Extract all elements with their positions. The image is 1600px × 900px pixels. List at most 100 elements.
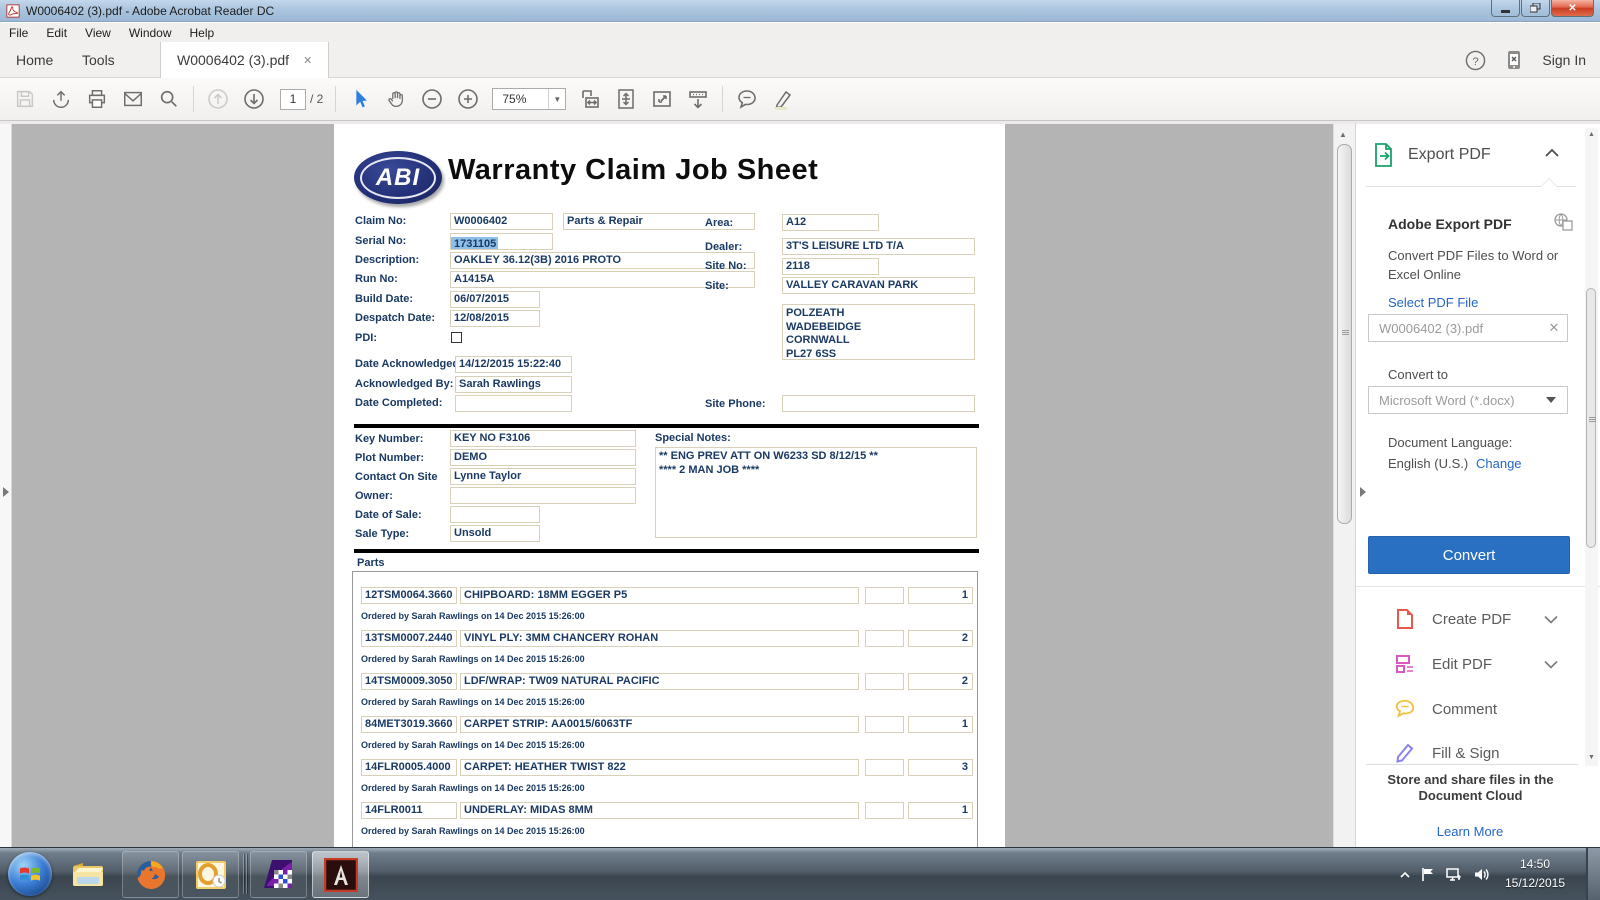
zoom-out-icon[interactable] xyxy=(417,85,447,113)
scrollbar-thumb[interactable] xyxy=(1337,144,1352,524)
save-icon[interactable] xyxy=(10,85,40,113)
reading-mode-icon[interactable] xyxy=(683,85,713,113)
restore-button[interactable] xyxy=(1521,0,1550,17)
taskbar-firefox-icon[interactable] xyxy=(122,851,179,898)
build-date-field[interactable]: 06/07/2015 xyxy=(450,291,540,308)
menu-file[interactable]: File xyxy=(9,25,29,40)
despatch-date-field[interactable]: 12/08/2015 xyxy=(450,310,540,327)
claim-no-field[interactable]: W0006402 xyxy=(450,213,553,230)
part-qty-field[interactable]: 1 xyxy=(908,587,973,604)
dealer-field[interactable]: 3T'S LEISURE LTD T/A xyxy=(782,238,975,255)
menu-edit[interactable]: Edit xyxy=(46,25,68,40)
run-no-field[interactable]: A1415A xyxy=(450,271,755,288)
panel-collapse-toggle[interactable] xyxy=(1360,487,1366,497)
part-extra-field[interactable] xyxy=(865,673,904,690)
edit-pdf-tool[interactable]: Edit PDF xyxy=(1356,647,1586,681)
site-phone-field[interactable] xyxy=(782,395,975,412)
next-page-icon[interactable] xyxy=(239,85,269,113)
scroll-down-icon[interactable]: ▼ xyxy=(1588,754,1595,761)
part-extra-field[interactable] xyxy=(865,759,904,776)
description-field[interactable]: OAKLEY 36.12(3B) 2016 PROTO xyxy=(450,252,755,269)
fill-sign-tool[interactable]: Fill & Sign xyxy=(1356,736,1586,770)
export-pdf-header[interactable]: Export PDF xyxy=(1356,142,1600,168)
part-desc-field[interactable]: CHIPBOARD: 18MM EGGER P5 xyxy=(460,587,859,604)
panel-scrollbar[interactable]: ▲ ▼ xyxy=(1585,128,1598,766)
document-scrollbar[interactable]: ▲ xyxy=(1333,124,1355,850)
part-code-field[interactable]: 14TSM0009.3050 xyxy=(361,673,457,690)
area-field[interactable]: A12 xyxy=(782,214,879,231)
tab-document[interactable]: W0006402 (3).pdf ✕ xyxy=(160,42,330,78)
fit-width-icon[interactable] xyxy=(575,85,605,113)
network-icon[interactable] xyxy=(1445,867,1463,882)
date-completed-field[interactable] xyxy=(455,395,572,412)
sign-in-button[interactable]: Sign In xyxy=(1542,52,1586,68)
key-number-field[interactable]: KEY NO F3106 xyxy=(450,430,636,447)
site-no-field[interactable]: 2118 xyxy=(782,258,879,275)
part-qty-field[interactable]: 2 xyxy=(908,630,973,647)
page-number-input[interactable]: 1 xyxy=(280,88,306,110)
help-icon[interactable]: ? xyxy=(1465,50,1486,71)
part-desc-field[interactable]: UNDERLAY: MIDAS 8MM xyxy=(460,802,859,819)
action-center-flag-icon[interactable] xyxy=(1421,867,1435,882)
site-field[interactable]: VALLEY CARAVAN PARK xyxy=(782,277,975,294)
comment-tool-icon[interactable] xyxy=(732,85,762,113)
sale-type-field[interactable]: Unsold xyxy=(450,525,540,542)
taskbar-app-icon[interactable] xyxy=(250,851,307,898)
fullscreen-icon[interactable] xyxy=(647,85,677,113)
part-extra-field[interactable] xyxy=(865,802,904,819)
comment-tool[interactable]: Comment xyxy=(1356,692,1586,726)
tab-close-icon[interactable]: ✕ xyxy=(303,54,313,67)
highlighter-tool-icon[interactable] xyxy=(768,85,798,113)
plot-number-field[interactable]: DEMO xyxy=(450,449,636,466)
change-language-link[interactable]: Change xyxy=(1476,456,1522,471)
scroll-up-icon[interactable]: ▲ xyxy=(1588,131,1595,138)
part-code-field[interactable]: 14FLR0005.4000 xyxy=(361,759,457,776)
minimize-button[interactable] xyxy=(1491,0,1520,17)
email-icon[interactable] xyxy=(118,85,148,113)
search-icon[interactable] xyxy=(154,85,184,113)
menu-window[interactable]: Window xyxy=(128,25,172,40)
part-qty-field[interactable]: 2 xyxy=(908,673,973,690)
part-extra-field[interactable] xyxy=(865,630,904,647)
claim-type-field[interactable]: Parts & Repair xyxy=(563,213,755,230)
acknowledged-by-field[interactable]: Sarah Rawlings xyxy=(455,376,572,393)
taskbar-outlook-icon[interactable] xyxy=(182,851,239,898)
taskbar-acrobat-icon[interactable] xyxy=(312,851,369,898)
part-code-field[interactable]: 12TSM0064.3660 xyxy=(361,587,457,604)
zoom-dropdown-icon[interactable]: ▼ xyxy=(548,89,565,109)
selected-file-box[interactable]: W0006402 (3).pdf ✕ xyxy=(1368,314,1568,342)
select-pdf-file-link[interactable]: Select PDF File xyxy=(1388,295,1479,310)
hand-tool-icon[interactable] xyxy=(381,85,411,113)
show-desktop-button[interactable] xyxy=(1586,848,1600,900)
serial-no-field[interactable]: 1731105 xyxy=(450,233,553,250)
taskbar-explorer-icon[interactable] xyxy=(60,851,117,898)
part-desc-field[interactable]: LDF/WRAP: TW09 NATURAL PACIFIC xyxy=(460,673,859,690)
pdi-checkbox[interactable] xyxy=(451,332,462,343)
part-desc-field[interactable]: VINYL PLY: 3MM CHANCERY ROHAN xyxy=(460,630,859,647)
owner-field[interactable] xyxy=(450,487,636,504)
part-code-field[interactable]: 13TSM0007.2440 xyxy=(361,630,457,647)
scrollbar-thumb[interactable] xyxy=(1586,288,1596,548)
special-notes-field[interactable]: ** ENG PREV ATT ON W6233 SD 8/12/15 ** *… xyxy=(655,447,977,538)
date-acknowledged-field[interactable]: 14/12/2015 15:22:40 xyxy=(455,356,572,373)
select-tool-icon[interactable] xyxy=(345,85,375,113)
create-pdf-tool[interactable]: Create PDF xyxy=(1356,602,1586,636)
zoom-in-icon[interactable] xyxy=(453,85,483,113)
tab-home[interactable]: Home xyxy=(16,52,54,68)
menu-view[interactable]: View xyxy=(85,25,111,40)
learn-more-link[interactable]: Learn More xyxy=(1436,824,1504,839)
chevron-up-icon[interactable] xyxy=(1544,148,1560,158)
part-qty-field[interactable]: 1 xyxy=(908,802,973,819)
clear-file-icon[interactable]: ✕ xyxy=(1548,320,1560,335)
print-icon[interactable] xyxy=(82,85,112,113)
start-button[interactable] xyxy=(8,852,52,896)
part-extra-field[interactable] xyxy=(865,587,904,604)
share-upload-icon[interactable] xyxy=(46,85,76,113)
zoom-level-select[interactable]: 75% ▼ xyxy=(492,88,567,110)
menu-help[interactable]: Help xyxy=(189,25,215,40)
part-extra-field[interactable] xyxy=(865,716,904,733)
fit-page-icon[interactable] xyxy=(611,85,641,113)
convert-button[interactable]: Convert xyxy=(1368,536,1570,574)
volume-icon[interactable] xyxy=(1473,867,1490,882)
previous-page-icon[interactable] xyxy=(203,85,233,113)
